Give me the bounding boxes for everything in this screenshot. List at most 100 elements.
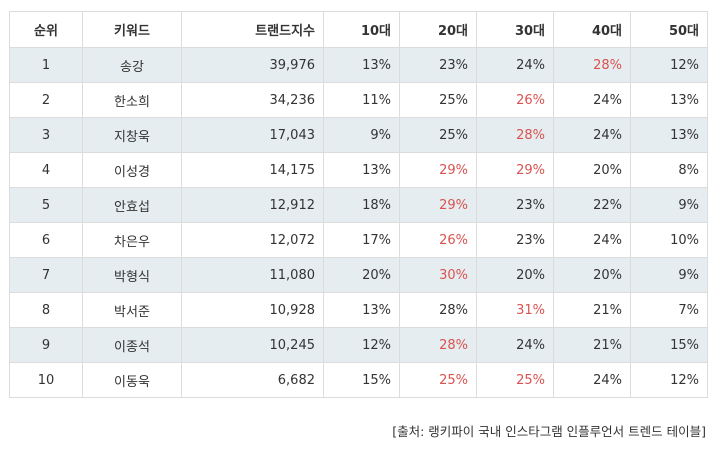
trend-index-cell: 39,976: [181, 47, 324, 83]
age-40s-cell: 28%: [553, 47, 631, 83]
trend-index-cell: 10,245: [181, 327, 324, 363]
rank-cell: 5: [9, 187, 83, 223]
age-30s-cell: 25%: [476, 362, 554, 398]
age-50s-cell: 8%: [630, 152, 708, 188]
header-age-20s: 20대: [399, 11, 477, 48]
age-30s-cell: 29%: [476, 152, 554, 188]
table-header-row: 순위 키워드 트랜드지수 10대 20대 30대 40대 50대: [9, 11, 708, 48]
age-30s-cell: 23%: [476, 222, 554, 258]
age-30s-cell: 23%: [476, 187, 554, 223]
header-rank: 순위: [9, 11, 83, 48]
trend-index-cell: 17,043: [181, 117, 324, 153]
age-40s-cell: 24%: [553, 117, 631, 153]
age-20s-cell: 25%: [399, 362, 477, 398]
rank-cell: 2: [9, 82, 83, 118]
keyword-cell: 박형식: [82, 257, 182, 293]
age-10s-cell: 9%: [323, 117, 400, 153]
table-row: 10 이동욱 6,682 15% 25% 25% 24% 12%: [9, 362, 708, 398]
table-row: 8 박서준 10,928 13% 28% 31% 21% 7%: [9, 292, 708, 328]
age-50s-cell: 7%: [630, 292, 708, 328]
age-30s-cell: 26%: [476, 82, 554, 118]
table-row: 6 차은우 12,072 17% 26% 23% 24% 10%: [9, 222, 708, 258]
age-50s-cell: 12%: [630, 47, 708, 83]
age-10s-cell: 11%: [323, 82, 400, 118]
table-row: 9 이종석 10,245 12% 28% 24% 21% 15%: [9, 327, 708, 363]
header-keyword: 키워드: [82, 11, 182, 48]
keyword-cell: 차은우: [82, 222, 182, 258]
keyword-cell: 이동욱: [82, 362, 182, 398]
age-40s-cell: 24%: [553, 362, 631, 398]
header-trend-index: 트랜드지수: [181, 11, 324, 48]
age-10s-cell: 12%: [323, 327, 400, 363]
rank-cell: 3: [9, 117, 83, 153]
trend-table-container: 순위 키워드 트랜드지수 10대 20대 30대 40대 50대 1 송강 39,9…: [9, 11, 708, 398]
rank-cell: 10: [9, 362, 83, 398]
age-20s-cell: 23%: [399, 47, 477, 83]
age-50s-cell: 12%: [630, 362, 708, 398]
rank-cell: 8: [9, 292, 83, 328]
age-10s-cell: 18%: [323, 187, 400, 223]
age-20s-cell: 28%: [399, 327, 477, 363]
age-50s-cell: 10%: [630, 222, 708, 258]
age-20s-cell: 26%: [399, 222, 477, 258]
age-20s-cell: 28%: [399, 292, 477, 328]
age-10s-cell: 20%: [323, 257, 400, 293]
age-10s-cell: 15%: [323, 362, 400, 398]
trend-index-cell: 12,912: [181, 187, 324, 223]
age-10s-cell: 17%: [323, 222, 400, 258]
trend-index-cell: 10,928: [181, 292, 324, 328]
table-row: 3 지창욱 17,043 9% 25% 28% 24% 13%: [9, 117, 708, 153]
age-40s-cell: 24%: [553, 82, 631, 118]
age-20s-cell: 29%: [399, 152, 477, 188]
source-caption: [출처: 랭키파이 국내 인스타그램 인플루언서 트렌드 테이블]: [392, 424, 706, 439]
keyword-cell: 지창욱: [82, 117, 182, 153]
age-40s-cell: 21%: [553, 327, 631, 363]
age-30s-cell: 31%: [476, 292, 554, 328]
age-40s-cell: 24%: [553, 222, 631, 258]
header-age-10s: 10대: [323, 11, 400, 48]
trend-index-cell: 11,080: [181, 257, 324, 293]
age-50s-cell: 9%: [630, 187, 708, 223]
age-40s-cell: 20%: [553, 152, 631, 188]
age-50s-cell: 13%: [630, 117, 708, 153]
trend-index-cell: 14,175: [181, 152, 324, 188]
age-50s-cell: 13%: [630, 82, 708, 118]
table-row: 1 송강 39,976 13% 23% 24% 28% 12%: [9, 47, 708, 83]
age-50s-cell: 9%: [630, 257, 708, 293]
rank-cell: 4: [9, 152, 83, 188]
trend-table: 순위 키워드 트랜드지수 10대 20대 30대 40대 50대 1 송강 39,9…: [9, 11, 708, 398]
age-20s-cell: 29%: [399, 187, 477, 223]
rank-cell: 7: [9, 257, 83, 293]
age-20s-cell: 30%: [399, 257, 477, 293]
table-body: 1 송강 39,976 13% 23% 24% 28% 12% 2 한소희 34,236 11% 25%…: [9, 47, 708, 398]
table-row: 5 안효섭 12,912 18% 29% 23% 22% 9%: [9, 187, 708, 223]
rank-cell: 9: [9, 327, 83, 363]
age-30s-cell: 24%: [476, 327, 554, 363]
header-age-30s: 30대: [476, 11, 554, 48]
age-10s-cell: 13%: [323, 292, 400, 328]
age-30s-cell: 28%: [476, 117, 554, 153]
header-age-50s: 50대: [630, 11, 708, 48]
keyword-cell: 이성경: [82, 152, 182, 188]
age-20s-cell: 25%: [399, 82, 477, 118]
trend-index-cell: 12,072: [181, 222, 324, 258]
keyword-cell: 안효섭: [82, 187, 182, 223]
age-20s-cell: 25%: [399, 117, 477, 153]
age-30s-cell: 20%: [476, 257, 554, 293]
age-40s-cell: 21%: [553, 292, 631, 328]
table-row: 7 박형식 11,080 20% 30% 20% 20% 9%: [9, 257, 708, 293]
age-50s-cell: 15%: [630, 327, 708, 363]
trend-index-cell: 6,682: [181, 362, 324, 398]
age-40s-cell: 20%: [553, 257, 631, 293]
rank-cell: 1: [9, 47, 83, 83]
age-10s-cell: 13%: [323, 152, 400, 188]
keyword-cell: 이종석: [82, 327, 182, 363]
rank-cell: 6: [9, 222, 83, 258]
age-40s-cell: 22%: [553, 187, 631, 223]
table-row: 2 한소희 34,236 11% 25% 26% 24% 13%: [9, 82, 708, 118]
keyword-cell: 박서준: [82, 292, 182, 328]
trend-index-cell: 34,236: [181, 82, 324, 118]
table-row: 4 이성경 14,175 13% 29% 29% 20% 8%: [9, 152, 708, 188]
keyword-cell: 송강: [82, 47, 182, 83]
age-30s-cell: 24%: [476, 47, 554, 83]
